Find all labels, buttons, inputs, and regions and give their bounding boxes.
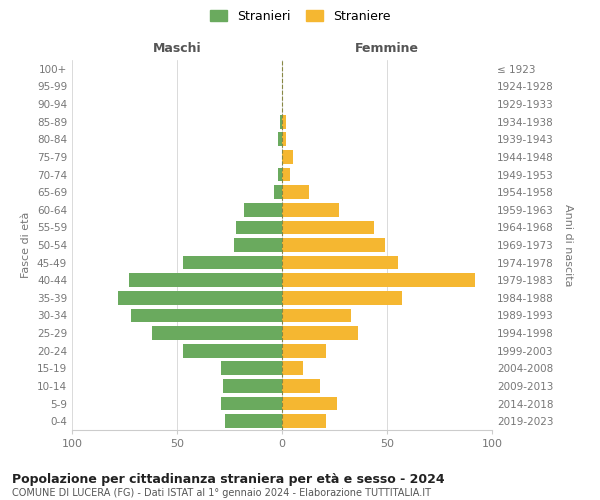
- Bar: [282, 396, 337, 410]
- Bar: [226, 414, 282, 428]
- Bar: [282, 132, 286, 146]
- Bar: [236, 220, 282, 234]
- Bar: [282, 238, 385, 252]
- Bar: [274, 186, 282, 199]
- Bar: [129, 274, 282, 287]
- Bar: [282, 344, 326, 358]
- Bar: [280, 115, 282, 128]
- Bar: [278, 168, 282, 181]
- Text: Popolazione per cittadinanza straniera per età e sesso - 2024: Popolazione per cittadinanza straniera p…: [12, 472, 445, 486]
- Bar: [184, 256, 282, 270]
- Text: Maschi: Maschi: [152, 42, 202, 54]
- Bar: [221, 362, 282, 375]
- Bar: [282, 150, 293, 164]
- Bar: [282, 291, 402, 304]
- Bar: [282, 274, 475, 287]
- Bar: [118, 291, 282, 304]
- Bar: [282, 326, 358, 340]
- Bar: [184, 344, 282, 358]
- Bar: [282, 115, 286, 128]
- Bar: [282, 308, 351, 322]
- Text: COMUNE DI LUCERA (FG) - Dati ISTAT al 1° gennaio 2024 - Elaborazione TUTTITALIA.: COMUNE DI LUCERA (FG) - Dati ISTAT al 1°…: [12, 488, 431, 498]
- Bar: [282, 414, 326, 428]
- Bar: [282, 203, 338, 216]
- Bar: [152, 326, 282, 340]
- Bar: [221, 396, 282, 410]
- Bar: [131, 308, 282, 322]
- Legend: Stranieri, Straniere: Stranieri, Straniere: [206, 6, 394, 26]
- Bar: [282, 362, 303, 375]
- Bar: [234, 238, 282, 252]
- Bar: [223, 379, 282, 393]
- Bar: [278, 132, 282, 146]
- Bar: [282, 256, 398, 270]
- Bar: [282, 379, 320, 393]
- Text: Femmine: Femmine: [355, 42, 419, 54]
- Bar: [282, 220, 374, 234]
- Y-axis label: Fasce di età: Fasce di età: [22, 212, 31, 278]
- Bar: [282, 168, 290, 181]
- Y-axis label: Anni di nascita: Anni di nascita: [563, 204, 573, 286]
- Bar: [282, 186, 310, 199]
- Bar: [244, 203, 282, 216]
